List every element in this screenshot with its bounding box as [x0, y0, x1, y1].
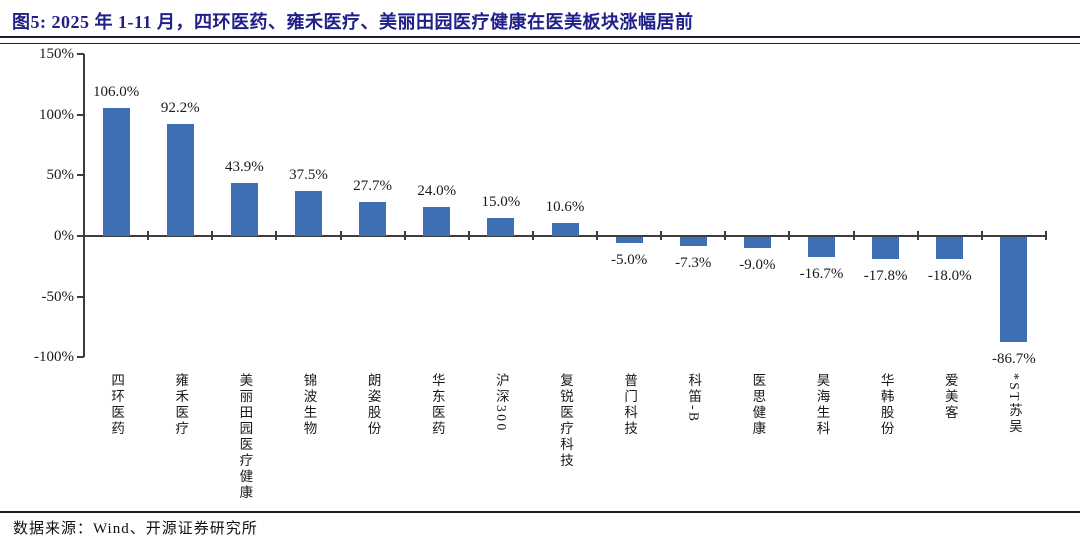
category-label: 四环医药	[109, 373, 125, 437]
bar	[487, 217, 515, 236]
y-axis-label: -50%	[41, 288, 75, 305]
x-axis-tick	[275, 231, 278, 240]
y-axis-tick	[77, 356, 84, 359]
y-axis-tick	[77, 113, 84, 116]
bar	[551, 223, 579, 236]
bar	[679, 237, 707, 246]
bar-value-label: 43.9%	[224, 158, 264, 175]
bar	[1000, 237, 1028, 343]
x-axis-tick	[660, 231, 663, 240]
bar-value-label: 106.0%	[92, 83, 140, 100]
x-axis-tick	[788, 231, 791, 240]
bar-value-label: 27.7%	[353, 178, 392, 195]
category-label: 科笛-B	[686, 373, 702, 424]
bar	[872, 237, 900, 259]
y-axis-label: 100%	[39, 106, 74, 123]
x-axis-tick	[852, 231, 855, 240]
x-axis-tick	[403, 231, 406, 240]
bar-value-label: -16.7%	[799, 266, 844, 283]
y-axis-tick	[77, 174, 84, 177]
category-label: 华东医药	[429, 373, 445, 437]
x-axis-tick	[211, 231, 214, 240]
x-axis-tick	[147, 231, 150, 240]
category-label: 美丽田园医疗健康	[237, 373, 253, 501]
category-label: *ST苏吴	[1006, 373, 1022, 436]
category-label: 华韩股份	[878, 373, 894, 437]
x-axis-tick	[339, 231, 342, 240]
category-label: 普门科技	[622, 373, 638, 437]
bar-value-label: -9.0%	[739, 256, 776, 273]
bar	[615, 237, 643, 244]
source-note: 数据来源：Wind、开源证券研究所	[13, 521, 258, 537]
bar	[230, 182, 258, 236]
x-axis-tick	[1045, 231, 1047, 240]
bar-value-label: 10.6%	[545, 199, 585, 216]
y-axis-label: 0%	[54, 228, 74, 244]
x-axis-line	[84, 235, 1046, 237]
bar	[294, 190, 322, 236]
x-axis-tick	[531, 231, 534, 240]
source-divider	[0, 511, 1080, 513]
x-axis-tick	[467, 231, 470, 240]
bar-value-label: 37.5%	[289, 166, 328, 183]
category-label: 沪深300	[493, 373, 509, 433]
x-axis-tick	[916, 231, 919, 240]
y-axis-tick	[77, 295, 84, 298]
y-axis-tick	[77, 235, 84, 237]
y-axis-tick	[77, 53, 84, 56]
bar	[166, 124, 194, 236]
x-axis-tick	[724, 231, 727, 240]
category-label: 医思健康	[750, 373, 766, 437]
category-label: 雍禾医疗	[173, 373, 189, 437]
bar-value-label: 92.2%	[160, 100, 200, 117]
figure-title: 图5: 2025 年 1-11 月，四环医药、雍禾医疗、美丽田园医疗健康在医美板…	[12, 12, 694, 32]
y-axis-label: 50%	[46, 167, 75, 184]
x-axis-tick	[980, 231, 983, 240]
y-axis-label: 150%	[39, 46, 74, 63]
category-label: 昊海生科	[814, 373, 830, 437]
y-axis-line	[83, 54, 85, 357]
bar	[936, 237, 964, 259]
category-label: 锦波生物	[301, 373, 317, 437]
bar	[359, 202, 387, 236]
category-label: 爱美客	[942, 373, 958, 421]
category-label: 复锐医疗科技	[558, 373, 573, 469]
title-divider	[0, 36, 1080, 44]
bar	[743, 237, 771, 248]
y-axis-label: -100%	[34, 349, 74, 366]
bar-value-label: -7.3%	[675, 254, 712, 271]
category-label: 朗姿股份	[365, 373, 381, 437]
bar	[808, 237, 836, 258]
x-axis-tick	[83, 231, 85, 240]
bar-value-label: -17.8%	[863, 267, 908, 284]
bar	[423, 206, 451, 236]
x-axis-tick	[596, 231, 599, 240]
bar-value-label: 15.0%	[481, 193, 521, 210]
bar-value-label: -5.0%	[611, 252, 648, 269]
bar	[102, 107, 130, 236]
bar-value-label: 24.0%	[417, 182, 457, 199]
bar-value-label: -86.7%	[992, 351, 1036, 368]
bar-value-label: -18.0%	[927, 267, 972, 284]
